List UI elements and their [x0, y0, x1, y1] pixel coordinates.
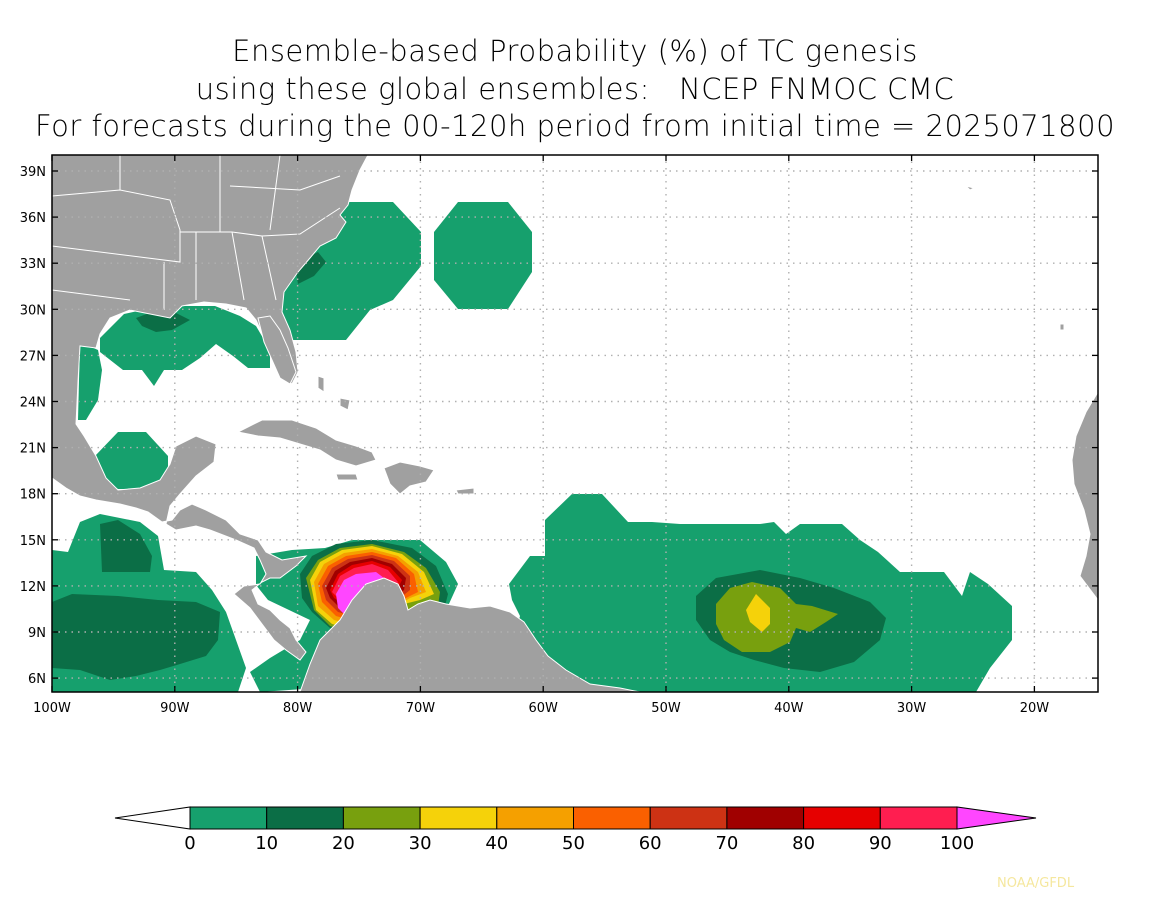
colorbar-label: 30 — [409, 833, 432, 854]
colorbar-segment — [419, 806, 498, 830]
colorbar-segment — [573, 806, 651, 830]
title-line-1: Ensemble-based Probability (%) of TC gen… — [232, 34, 918, 68]
lon-label: 100W — [33, 701, 71, 716]
lat-label: 27N — [20, 349, 46, 364]
lat-label: 39N — [20, 165, 46, 180]
longitude-axis: 100W 90W 80W 70W 60W 50W 40W 30W 20W — [33, 155, 1049, 716]
colorbar-label: 90 — [869, 833, 892, 854]
lat-label: 24N — [20, 396, 46, 411]
colorbar-label: 80 — [792, 833, 815, 854]
lat-label: 33N — [20, 257, 46, 272]
lat-label: 12N — [20, 580, 46, 595]
grid-lines — [52, 155, 1098, 692]
lon-label: 20W — [1020, 701, 1050, 716]
map-frame — [51, 154, 1099, 693]
credit-text: NOAA/GFDL — [997, 876, 1075, 891]
colorbar-segment — [342, 806, 421, 830]
colorbar-segment — [496, 806, 574, 830]
latitude-axis: 39N 36N 33N 30N 27N 24N 21N 18N 15N 12N 9N 6N — [20, 165, 1098, 687]
lat-label: 30N — [20, 303, 46, 318]
colorbar-segment — [879, 806, 958, 830]
title-line-3: For forecasts during the 00-120h period … — [34, 109, 1116, 143]
colorbar-segment — [726, 806, 805, 830]
colorbar-label: 100 — [940, 833, 974, 854]
colorbar-segment — [649, 806, 728, 830]
colorbar: 0 10 20 30 40 50 60 70 80 90 100 — [114, 806, 1037, 854]
lat-label: 9N — [28, 626, 46, 641]
lat-label: 18N — [20, 488, 46, 503]
land — [52, 155, 1098, 692]
colorbar-label: 60 — [639, 833, 662, 854]
title-line-2: using these global ensembles: NCEP FNMOC… — [195, 72, 955, 106]
lon-label: 60W — [528, 701, 558, 716]
lon-label: 50W — [651, 701, 681, 716]
colorbar-label: 10 — [255, 833, 278, 854]
lon-label: 30W — [897, 701, 927, 716]
lat-label: 36N — [20, 211, 46, 226]
colorbar-under-arrow — [114, 806, 191, 830]
colorbar-label: 50 — [562, 833, 585, 854]
lat-label: 21N — [20, 442, 46, 457]
lon-label: 80W — [283, 701, 313, 716]
colorbar-segment — [266, 806, 344, 830]
colorbar-label: 70 — [715, 833, 738, 854]
lon-label: 90W — [160, 701, 190, 716]
colorbar-label: 20 — [332, 833, 355, 854]
colorbar-label: 40 — [485, 833, 508, 854]
colorbar-label: 0 — [184, 833, 195, 854]
lon-label: 40W — [774, 701, 804, 716]
lon-label: 70W — [406, 701, 436, 716]
colorbar-segment — [803, 806, 881, 830]
lat-label: 6N — [28, 672, 46, 687]
colorbar-segment — [189, 806, 268, 830]
lat-label: 15N — [20, 534, 46, 549]
colorbar-over-arrow — [956, 806, 1037, 830]
